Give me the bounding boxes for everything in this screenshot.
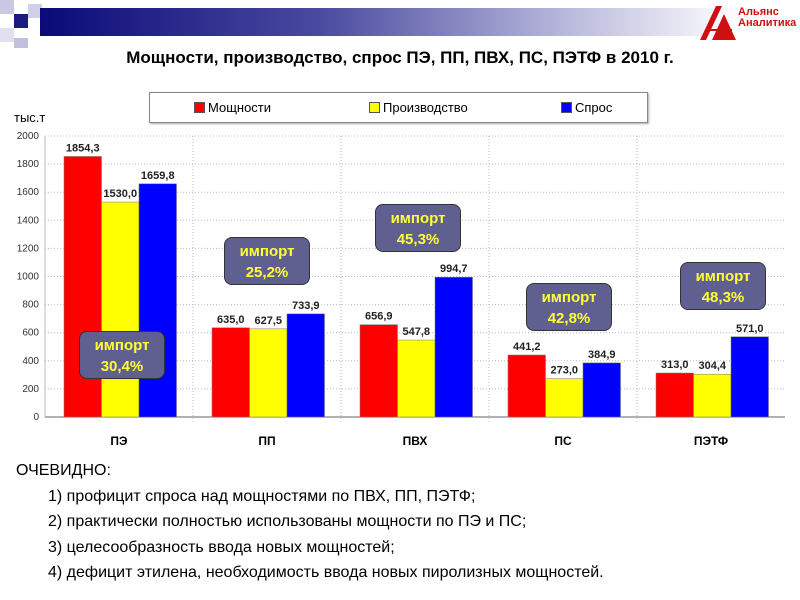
import-label: импорт: [541, 289, 597, 306]
data-label: 1854,3: [66, 142, 100, 154]
bar-ПЭТФ-Спрос: [730, 336, 769, 418]
decor-square: [28, 4, 42, 18]
y-tick-label: 1400: [17, 215, 40, 226]
import-label: импорт: [695, 268, 751, 285]
y-tick-label: 600: [22, 328, 39, 339]
import-label: импорт: [94, 337, 150, 354]
import-value: 30,4%: [100, 358, 144, 375]
decor-square: [14, 14, 28, 28]
y-axis-label: тыс.т: [14, 110, 46, 125]
import-callout: импорт 48,3%: [680, 262, 766, 310]
bar-ПС-Мощности: [507, 354, 546, 418]
legend-item-capacity: Мощности: [194, 100, 271, 115]
legend-label: Мощности: [208, 100, 272, 115]
bar-ПЭ-Производство: [101, 201, 140, 418]
bar-ПП-Спрос: [286, 313, 325, 418]
x-tick-label: ПЭТФ: [694, 434, 728, 448]
legend-swatch: [194, 102, 205, 113]
decor-square: [0, 28, 14, 42]
data-label: 384,9: [588, 349, 616, 361]
conclusions-heading: ОЧЕВИДНО:: [16, 462, 111, 479]
y-tick-label: 1800: [17, 159, 40, 170]
data-label: 273,0: [550, 365, 578, 377]
data-label: 304,4: [698, 360, 726, 372]
y-tick-label: 1200: [17, 243, 40, 254]
bar-ПЭТФ-Производство: [693, 373, 732, 418]
x-tick-label: ПВХ: [403, 434, 428, 448]
y-tick-label: 1600: [17, 187, 40, 198]
import-value: 45,3%: [396, 231, 440, 248]
legend-item-production: Производство: [369, 100, 468, 115]
y-tick-label: 400: [22, 356, 39, 367]
y-tick-label: 800: [22, 300, 39, 311]
data-label: 441,2: [513, 341, 541, 353]
bar-ПП-Производство: [249, 328, 288, 418]
conclusion-item: 2) практически полностью использованы мо…: [48, 513, 527, 530]
bar-ПВХ-Производство: [397, 339, 436, 418]
bar-ПЭ-Спрос: [138, 183, 177, 418]
chart-legend: Мощности Производство Спрос: [149, 92, 648, 123]
import-value: 42,8%: [547, 310, 591, 327]
decor-square: [14, 38, 28, 48]
data-label: 1530,0: [103, 188, 137, 200]
data-label: 994,7: [440, 263, 468, 275]
decor-square: [0, 0, 14, 14]
x-tick-label: ПП: [258, 434, 275, 448]
legend-swatch: [369, 102, 380, 113]
data-label: 627,5: [254, 315, 282, 327]
conclusion-item: 4) дефицит этилена, необходимость ввода …: [48, 564, 604, 581]
import-label: импорт: [390, 210, 446, 227]
data-label: 656,9: [365, 311, 393, 323]
import-value: 48,3%: [701, 289, 745, 306]
y-tick-label: 200: [22, 384, 39, 395]
data-label: 571,0: [736, 323, 764, 335]
data-label: 1659,8: [141, 170, 175, 182]
x-tick-label: ПС: [554, 434, 572, 448]
legend-label: Производство: [383, 100, 468, 115]
import-value: 25,2%: [245, 264, 289, 281]
conclusion-item: 1) профицит спроса над мощностями по ПВХ…: [48, 487, 476, 505]
bar-ПВХ-Мощности: [359, 324, 398, 418]
data-label: 635,0: [217, 314, 245, 326]
import-callout: импорт 42,8%: [526, 283, 612, 331]
legend-item-demand: Спрос: [561, 100, 612, 115]
logo-text: Альянс Аналитика: [738, 7, 796, 29]
import-label: импорт: [239, 243, 295, 260]
bar-ПЭТФ-Мощности: [655, 372, 694, 418]
bar-ПС-Производство: [545, 378, 584, 418]
bar-ПП-Мощности: [211, 327, 250, 418]
conclusions: ОЧЕВИДНО: 1) профицит спроса над мощност…: [16, 458, 604, 586]
data-label: 733,9: [292, 300, 320, 312]
header-banner: [40, 8, 740, 36]
logo-line-2: Аналитика: [738, 17, 797, 29]
legend-swatch: [561, 102, 572, 113]
y-tick-label: 2000: [17, 131, 40, 142]
bar-ПВХ-Спрос: [434, 276, 473, 418]
conclusion-item: 3) целесообразность ввода новых мощносте…: [48, 538, 395, 556]
x-tick-label: ПЭ: [110, 434, 128, 448]
legend-label: Спрос: [575, 100, 613, 115]
data-label: 547,8: [402, 326, 430, 338]
data-label: 313,0: [661, 359, 689, 371]
chart-title: Мощности, производство, спрос ПЭ, ПП, ПВ…: [126, 48, 674, 67]
bar-ПС-Спрос: [582, 362, 621, 418]
import-callout: импорт 30,4%: [79, 331, 165, 379]
y-tick-label: 0: [33, 412, 39, 423]
y-tick-label: 1000: [17, 272, 40, 283]
import-callout: импорт 25,2%: [224, 237, 310, 285]
import-callout: импорт 45,3%: [375, 204, 461, 252]
logo-line-1: Альянс: [738, 6, 779, 18]
